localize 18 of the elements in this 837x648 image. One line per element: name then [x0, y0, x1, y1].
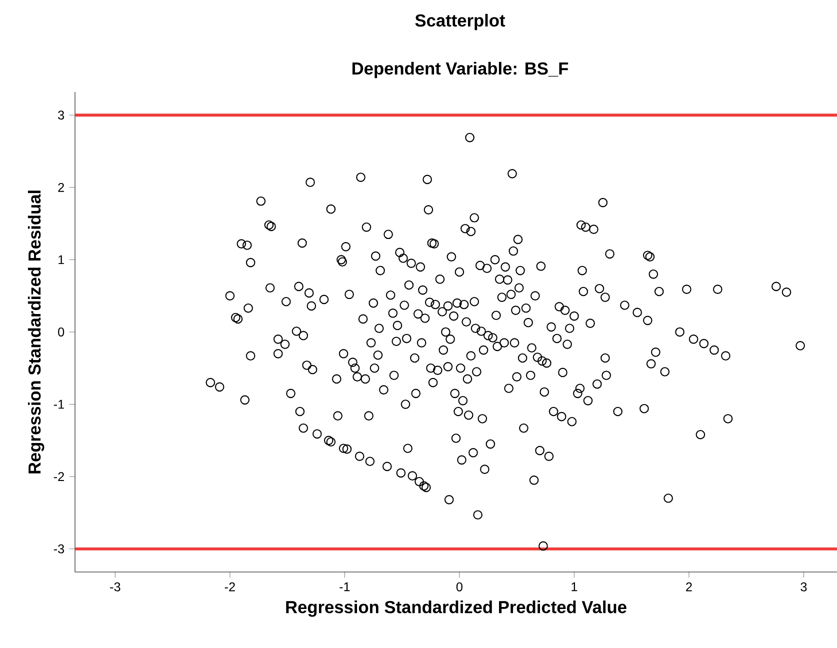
- x-tick-label: 0: [456, 582, 462, 592]
- y-tick-label: -3: [54, 544, 64, 554]
- x-tick-label: -1: [340, 582, 350, 592]
- y-tick-label: 3: [58, 110, 64, 120]
- x-tick-label: -3: [110, 582, 120, 592]
- x-tick-label: 2: [686, 582, 692, 592]
- y-tick-label: 1: [58, 255, 64, 264]
- x-tick-label: 1: [572, 582, 578, 592]
- y-tick-label: -1: [54, 400, 64, 409]
- chart-title: Scatterplot: [415, 14, 506, 30]
- x-axis-title: Regression Standardized Predicted Value: [286, 600, 626, 617]
- y-axis-title: Regression Standardized Residual: [28, 190, 44, 474]
- y-tick-label: -2: [54, 472, 64, 481]
- x-tick-label: -2: [224, 582, 235, 592]
- x-tick-label: 3: [800, 582, 807, 592]
- y-tick-label: 2: [58, 182, 64, 192]
- y-tick-label: 0: [58, 328, 64, 336]
- chart-subtitle: Dependent Variable: BS_F: [352, 62, 568, 78]
